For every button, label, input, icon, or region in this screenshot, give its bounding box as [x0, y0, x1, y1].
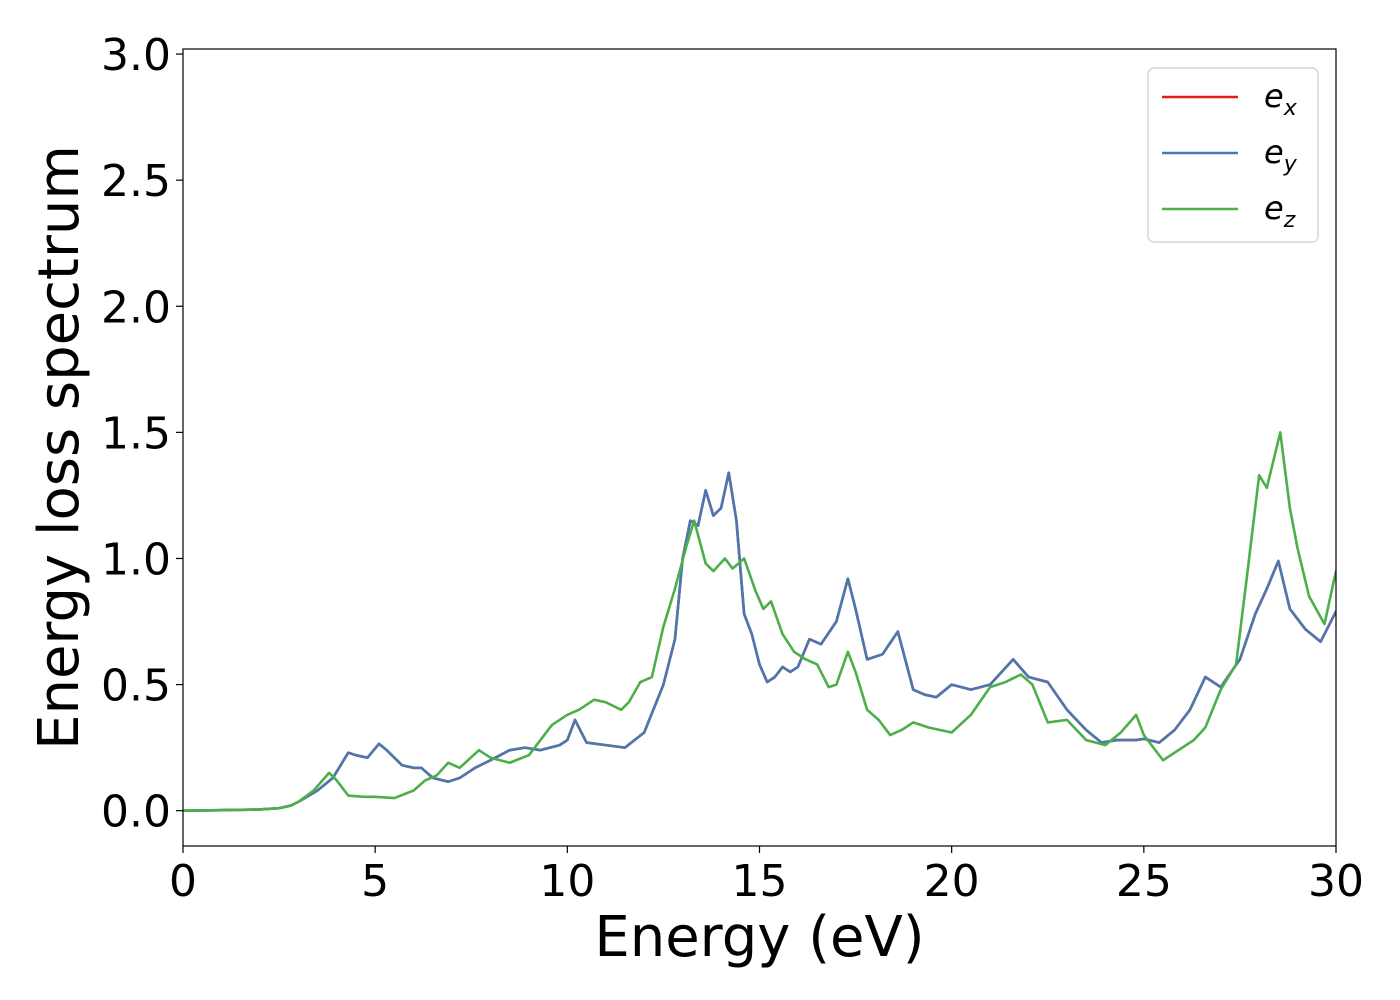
x-tick-label: 10: [539, 856, 595, 907]
legend-label: ex: [1264, 77, 1298, 121]
legend-label: ez: [1264, 189, 1296, 233]
x-tick-label: 30: [1308, 856, 1364, 907]
legend-label: ey: [1264, 133, 1298, 177]
legend-label-base: e: [1264, 77, 1284, 115]
y-tick-label: 2.5: [101, 156, 171, 207]
y-tick-label: 0.5: [101, 661, 171, 712]
y-ticks: 0.0 0.5 1.0 1.5 2.0 2.5 3.0: [101, 30, 183, 838]
legend-label-subscript: x: [1283, 96, 1298, 121]
legend-label-subscript: y: [1283, 152, 1298, 177]
x-axis-title: Energy (eV): [594, 905, 924, 970]
x-tick-label: 25: [1116, 856, 1172, 907]
x-tick-label: 5: [361, 856, 389, 907]
y-tick-label: 2.0: [101, 282, 171, 333]
legend-label-base: e: [1264, 133, 1284, 171]
x-tick-label: 20: [924, 856, 980, 907]
y-axis-title: Energy loss spectrum: [27, 145, 92, 750]
x-tick-label: 15: [732, 856, 788, 907]
y-tick-label: 1.0: [101, 534, 171, 585]
legend-box: [1147, 67, 1319, 243]
series-line-e-y: [183, 471, 1336, 812]
y-tick-label: 3.0: [101, 30, 171, 81]
x-ticks: 0 5 10 15 20 25 30: [169, 846, 1364, 907]
series-line-e-z: [183, 431, 1336, 812]
legend-label-base: e: [1264, 189, 1284, 227]
y-tick-label: 0.0: [101, 787, 171, 838]
legend-label-subscript: z: [1283, 208, 1296, 233]
y-tick-label: 1.5: [101, 408, 171, 459]
series-layer: [183, 431, 1336, 812]
x-tick-label: 0: [169, 856, 197, 907]
